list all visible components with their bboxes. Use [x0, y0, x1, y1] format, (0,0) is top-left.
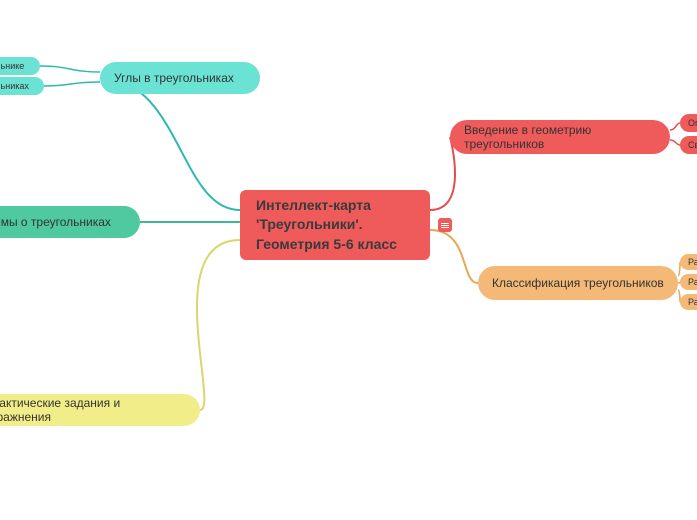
edge — [430, 137, 455, 210]
edge — [197, 240, 240, 410]
node-class-sub1[interactable]: Равн — [680, 254, 697, 270]
node-label: Разн — [688, 297, 697, 307]
edge — [670, 140, 680, 145]
node-angles-sub2[interactable]: еугольниках — [0, 77, 44, 95]
node-intro-sub2[interactable]: Свой — [680, 136, 697, 154]
edge — [430, 230, 478, 283]
node-label: Равн — [688, 257, 697, 267]
node-angles-sub1[interactable]: еугольнике — [0, 57, 40, 75]
node-label: Равн — [688, 277, 697, 287]
node-label: Введение в геометрию треугольников — [464, 123, 656, 151]
menu-icon[interactable] — [438, 218, 452, 232]
node-label: еугольниках — [0, 81, 29, 91]
node-class-sub3[interactable]: Разн — [680, 294, 697, 310]
node-label: Углы в треугольниках — [114, 71, 234, 85]
node-angles[interactable]: Углы в треугольниках — [100, 62, 260, 94]
node-label: еоремы о треугольниках — [0, 215, 111, 229]
node-label: еугольнике — [0, 61, 24, 71]
central-label: Интеллект-карта 'Треугольники'. Геометри… — [256, 196, 414, 255]
node-practice[interactable]: Практические задания и упражнения — [0, 394, 200, 426]
central-node[interactable]: Интеллект-карта 'Треугольники'. Геометри… — [240, 190, 430, 260]
mindmap-canvas: { "canvas": { "width": 697, "height": 52… — [0, 0, 697, 520]
node-intro[interactable]: Введение в геометрию треугольников — [450, 120, 670, 154]
node-class-sub2[interactable]: Равн — [680, 274, 697, 290]
edge — [40, 66, 100, 72]
node-label: Свой — [688, 140, 697, 150]
node-class[interactable]: Классификация треугольников — [478, 266, 678, 300]
node-intro-sub1[interactable]: Опр — [680, 114, 697, 132]
node-label: Практические задания и упражнения — [0, 396, 186, 424]
edge — [100, 78, 240, 210]
node-theorems[interactable]: еоремы о треугольниках — [0, 206, 140, 238]
node-label: Классификация треугольников — [492, 276, 664, 290]
node-label: Опр — [688, 118, 697, 128]
edge — [670, 123, 680, 130]
edge — [44, 82, 100, 86]
